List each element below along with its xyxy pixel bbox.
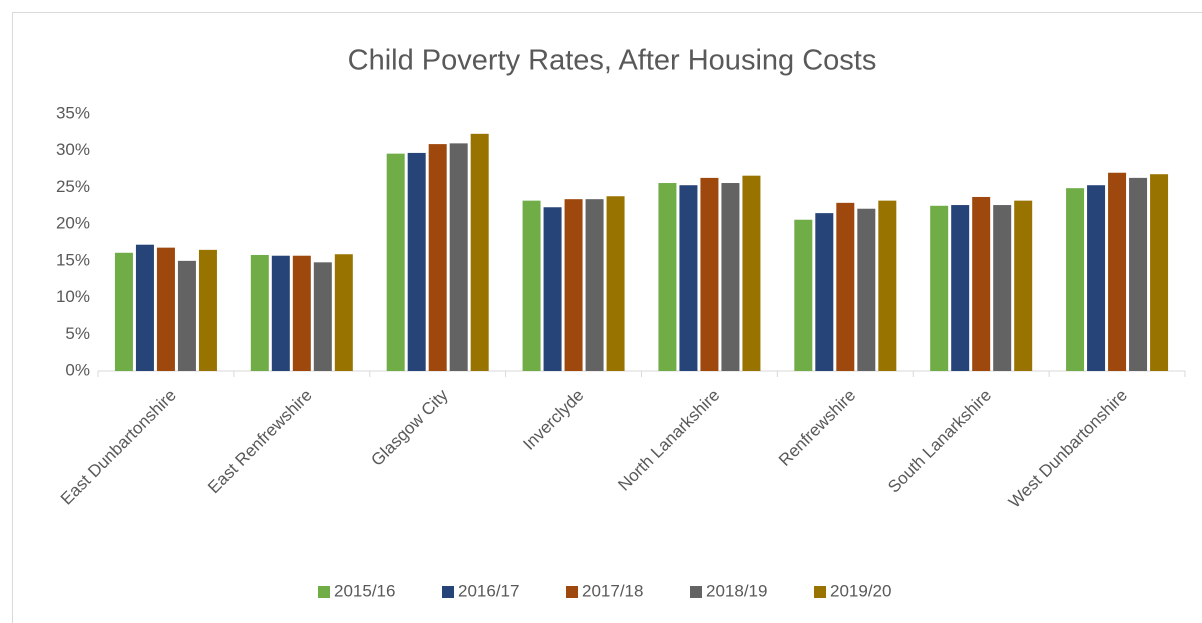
bar xyxy=(271,255,290,371)
x-tick-label: Renfrewshire xyxy=(775,386,859,470)
bar xyxy=(135,244,154,371)
bar xyxy=(585,199,604,371)
legend-label: 2016/17 xyxy=(458,581,519,600)
y-tick-label: 35% xyxy=(56,103,90,122)
legend-label: 2017/18 xyxy=(582,581,643,600)
bar xyxy=(993,205,1012,371)
y-tick-label: 5% xyxy=(65,324,90,343)
y-tick-label: 10% xyxy=(56,287,90,306)
bar xyxy=(1014,200,1033,371)
x-tick-label: West Dunbartonshire xyxy=(1005,386,1131,512)
x-tick-label: North Lanarkshire xyxy=(614,386,723,495)
bar xyxy=(198,249,217,371)
bar xyxy=(700,177,719,371)
x-tick-label: East Renfrewshire xyxy=(204,386,316,498)
chart-frame xyxy=(12,12,1202,623)
bar xyxy=(177,260,196,371)
bar xyxy=(815,213,834,371)
bar xyxy=(1087,185,1106,371)
bar xyxy=(156,247,175,371)
legend-label: 2015/16 xyxy=(334,581,395,600)
bar xyxy=(606,196,625,371)
legend-swatch xyxy=(814,586,826,598)
y-tick-label: 0% xyxy=(65,360,90,379)
bar xyxy=(794,219,813,371)
legend-swatch xyxy=(690,586,702,598)
bar xyxy=(449,143,468,371)
bar xyxy=(470,133,489,371)
legend-label: 2018/19 xyxy=(706,581,767,600)
bar xyxy=(930,205,949,371)
bar xyxy=(1108,172,1127,371)
bar xyxy=(972,196,991,371)
bar xyxy=(334,254,353,371)
y-tick-label: 15% xyxy=(56,250,90,269)
legend-label: 2019/20 xyxy=(830,581,891,600)
bar xyxy=(878,200,897,371)
y-tick-label: 30% xyxy=(56,140,90,159)
x-tick-label: Inverclyde xyxy=(519,386,587,454)
bar xyxy=(522,200,541,371)
bar xyxy=(428,144,447,371)
x-tick-label: South Lanarkshire xyxy=(884,386,995,497)
x-tick-label: Glasgow City xyxy=(367,385,452,470)
y-tick-label: 20% xyxy=(56,214,90,233)
legend-swatch xyxy=(318,586,330,598)
bar xyxy=(721,183,740,371)
bar xyxy=(114,252,133,371)
bar xyxy=(658,183,677,371)
bar xyxy=(1150,174,1169,371)
bar xyxy=(836,202,855,371)
legend-swatch xyxy=(566,586,578,598)
bar xyxy=(313,262,332,371)
bar xyxy=(564,199,583,371)
bar xyxy=(407,152,426,371)
bar xyxy=(543,207,562,371)
bar xyxy=(951,205,970,371)
bar xyxy=(292,255,311,371)
bar xyxy=(1129,177,1148,371)
bar xyxy=(386,153,405,371)
y-tick-label: 25% xyxy=(56,177,90,196)
bar xyxy=(679,185,698,371)
legend-swatch xyxy=(442,586,454,598)
bar xyxy=(857,208,876,371)
bar xyxy=(742,175,761,371)
bar xyxy=(1066,188,1085,371)
x-tick-label: East Dunbartonshire xyxy=(57,386,180,509)
chart-title: Child Poverty Rates, After Housing Costs xyxy=(348,45,877,77)
bar xyxy=(250,254,269,371)
